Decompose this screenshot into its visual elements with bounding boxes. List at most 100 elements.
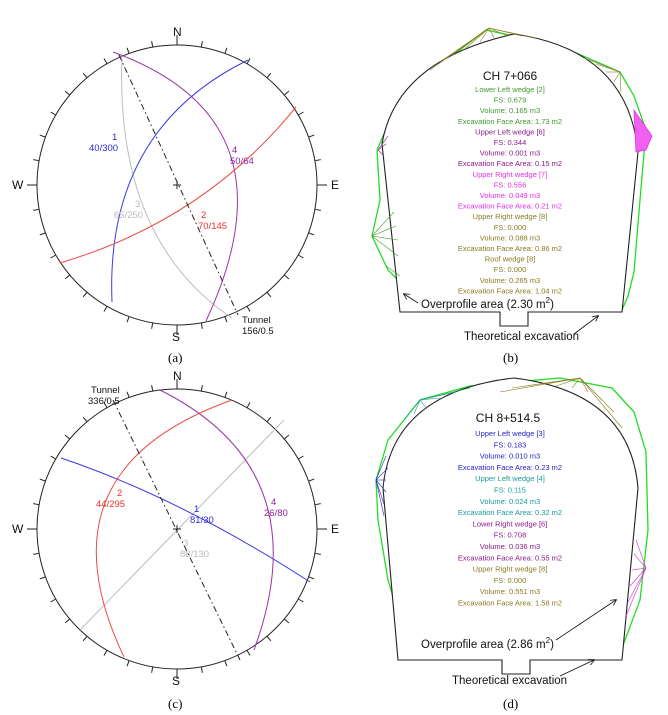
net-tick <box>297 111 304 116</box>
wedge-volume-b: Volume: 0.265 m3 <box>480 276 540 285</box>
wedge-area-d: Excavation Face Area: 1.58 m2 <box>458 599 562 608</box>
net-tick <box>103 305 108 312</box>
wedge-volume-b: Volume: 0.165 m3 <box>480 106 540 115</box>
wedge-volume-d: Volume: 0.024 m3 <box>480 497 540 506</box>
wedge-name-d: Upper Left wedge [3] <box>475 429 545 438</box>
net-tick <box>33 503 40 506</box>
great-circle-set-2-c <box>95 399 233 658</box>
wedge-name-b: Upper Right wedge [7] <box>473 170 548 179</box>
theoretical-arrow-b <box>573 316 598 335</box>
net-tick <box>103 649 108 656</box>
set-4-id-c: 4 <box>271 497 276 508</box>
net-tick <box>64 274 71 280</box>
net-center-a <box>173 181 181 189</box>
theoretical-label-d: Theoretical excavation <box>452 675 567 687</box>
theoretical-arrow-d <box>559 660 594 677</box>
great-circle-set-2-a <box>59 106 297 264</box>
net-tick <box>283 618 290 624</box>
roof-wedge-b <box>429 27 537 71</box>
net-tick <box>103 58 108 65</box>
net-ticks-a <box>27 35 327 335</box>
net-tick <box>64 434 71 440</box>
net-tick <box>314 503 321 506</box>
net-tick <box>39 134 46 138</box>
net-tick <box>266 72 272 79</box>
net-tick <box>151 41 154 48</box>
net-tick <box>308 134 315 138</box>
net-tick <box>82 72 88 79</box>
wedge-fs-b: FS: 0.679 <box>494 96 527 105</box>
north-label-c: N <box>173 369 182 383</box>
upper-left-wedge-4-d <box>403 387 471 421</box>
set-4-attitude-a: 50/64 <box>230 156 254 167</box>
set-2-id-a: 2 <box>201 210 206 221</box>
wedge-name-d: Lower Right wedge [6] <box>473 519 548 528</box>
set-1-id-a: 1 <box>112 132 117 143</box>
tunnel-attitude-a: 156/0.5 <box>242 326 274 337</box>
great-circle-set-4-c <box>159 389 274 651</box>
wedge-name-d: Upper Right wedge [8] <box>473 565 548 574</box>
lower-left-wedge-b <box>371 211 401 277</box>
wedge-area-b: Excavation Face Area: 0.21 m2 <box>458 202 562 211</box>
wedge-fs-d: FS: 0.000 <box>494 576 527 585</box>
net-tick <box>50 254 57 259</box>
overprofile-arrow-b <box>404 294 419 304</box>
overprofile-outline-b <box>371 29 647 311</box>
wedge-name-b: Upper Right wedge [8] <box>473 212 548 221</box>
net-tick <box>39 478 46 482</box>
wedge-fs-b: FS: 0.556 <box>494 180 527 189</box>
net-tick <box>64 90 71 96</box>
tunnel-label-c: Tunnel <box>91 385 120 396</box>
net-tick <box>246 305 251 312</box>
net-tick <box>126 660 130 667</box>
net-tick <box>246 649 251 656</box>
great-circle-set-1-a <box>111 59 249 303</box>
net-tick <box>151 322 154 329</box>
net-tick <box>126 316 130 323</box>
net-tick <box>200 41 203 48</box>
theoretical-excavation-d <box>382 377 639 675</box>
caption-b: (b) <box>503 350 518 365</box>
great-circle-set-3-c <box>79 419 285 631</box>
net-tick <box>246 402 251 409</box>
net-tick <box>224 391 228 398</box>
chainage-b: CH 7+066 <box>483 69 538 83</box>
set-1-attitude-a: 40/300 <box>89 143 118 154</box>
tunnel-section-d: CH 8+514.5 Upper Left wedge [3] FS: 0.183… <box>375 377 649 687</box>
chainage-d: CH 8+514.5 <box>476 411 541 425</box>
wedge-fs-b: FS: 0.000 <box>494 265 527 274</box>
net-tick <box>151 385 154 392</box>
caption-d: (d) <box>503 696 518 711</box>
wedge-name-b: Lower Left wedge [2] <box>475 85 545 94</box>
north-label-a: N <box>173 25 182 39</box>
set-1-attitude-c: 81/30 <box>190 515 214 526</box>
net-tick <box>224 47 228 54</box>
caption-a: (a) <box>168 350 182 365</box>
wedge-volume-d: Volume: 0.036 m3 <box>480 542 540 551</box>
tunnel-attitude-c: 336/0.5 <box>88 396 120 407</box>
tunnel-label-a: Tunnel <box>242 315 271 326</box>
net-center-c <box>173 525 181 533</box>
east-label-c: E <box>331 522 339 536</box>
net-tick <box>50 455 57 460</box>
wedge-area-b: Excavation Face Area: 0.15 m2 <box>458 159 562 168</box>
net-tick <box>39 232 46 236</box>
wedge-fs-d: FS: 0.115 <box>494 486 526 495</box>
net-tick <box>314 208 321 211</box>
wedge-area-b: Excavation Face Area: 1.04 m2 <box>458 286 562 295</box>
set-1-id-c: 1 <box>194 504 199 515</box>
net-tick <box>64 618 71 624</box>
net-ticks-c <box>27 379 327 679</box>
upper-left-wedge-b <box>377 135 389 157</box>
wedge-area-d: Excavation Face Area: 0.55 m2 <box>458 553 562 562</box>
net-tick <box>82 291 88 298</box>
great-circle-set-1-c <box>60 457 311 583</box>
net-tick <box>266 635 272 642</box>
west-label-c: W <box>12 522 24 536</box>
overprofile-label-d: Overprofile area (2.86 m2) <box>421 636 554 651</box>
net-tick <box>50 598 57 603</box>
great-circle-set-4-a <box>112 51 238 322</box>
wedge-volume-d: Volume: 0.010 m3 <box>480 452 540 461</box>
net-tick <box>308 478 315 482</box>
